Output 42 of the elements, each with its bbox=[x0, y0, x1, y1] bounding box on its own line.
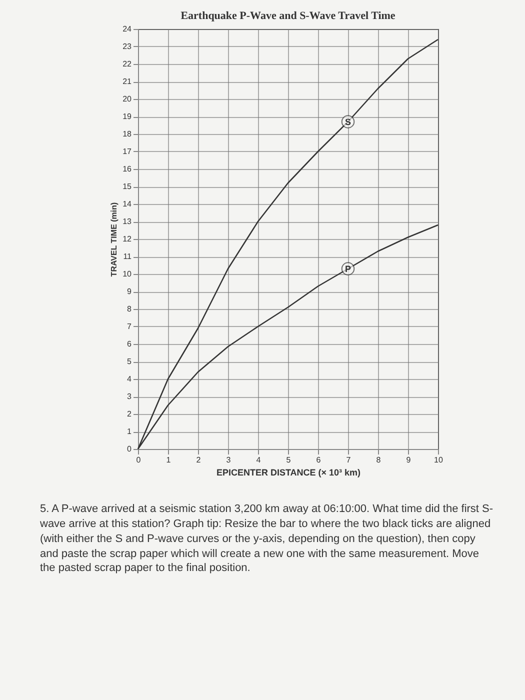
x-tick-label: 1 bbox=[166, 456, 172, 464]
y-tick-label: 21 bbox=[122, 77, 132, 86]
x-tick-label: 7 bbox=[346, 456, 352, 464]
y-axis-title: TRAVEL TIME (min) bbox=[110, 202, 119, 277]
y-tick-label: 13 bbox=[122, 217, 132, 226]
x-tick-label: 3 bbox=[226, 456, 232, 464]
y-tick-label: 3 bbox=[127, 392, 132, 401]
y-tick-label: 11 bbox=[123, 252, 132, 261]
y-tick-label: 16 bbox=[122, 164, 132, 174]
y-tick-label: 0 bbox=[127, 444, 132, 454]
x-tick-label: 0 bbox=[136, 456, 142, 464]
y-tick-label: 5 bbox=[127, 357, 132, 366]
y-tick-label: 10 bbox=[122, 270, 132, 278]
x-tick-label: 2 bbox=[196, 456, 202, 464]
x-tick-label: 4 bbox=[256, 456, 262, 464]
x-tick-label: 5 bbox=[286, 456, 292, 464]
x-axis-title: EPICENTER DISTANCE (× 10³ km) bbox=[216, 468, 361, 478]
y-tick-label: 14 bbox=[122, 200, 132, 208]
series-label: P bbox=[344, 264, 352, 274]
y-tick-label: 1 bbox=[127, 427, 132, 436]
y-tick-label: 9 bbox=[127, 287, 132, 296]
y-tick-label: 24 bbox=[122, 24, 132, 34]
y-tick-label: 22 bbox=[122, 60, 132, 68]
y-tick-label: 7 bbox=[127, 322, 132, 331]
y-tick-label: 23 bbox=[122, 42, 132, 51]
y-tick-label: 8 bbox=[127, 304, 132, 314]
y-tick-label: 4 bbox=[127, 374, 132, 384]
x-tick-label: 8 bbox=[376, 456, 382, 464]
x-tick-label: 10 bbox=[434, 456, 444, 464]
y-tick-label: 6 bbox=[127, 340, 132, 348]
y-tick-label: 20 bbox=[122, 94, 132, 104]
x-tick-label: 9 bbox=[406, 456, 412, 464]
y-tick-label: 17 bbox=[122, 147, 132, 156]
y-tick-label: 19 bbox=[122, 112, 132, 121]
y-tick-label: 2 bbox=[127, 410, 132, 418]
x-tick-label: 6 bbox=[316, 456, 322, 464]
chart-title: Earthquake P-Wave and S-Wave Travel Time bbox=[180, 10, 396, 22]
y-tick-label: 15 bbox=[122, 182, 132, 191]
y-tick-label: 12 bbox=[122, 234, 132, 244]
text: 5. A P-wave arrived at a seismic station 3,200 km away at 06:10:00. What time did the first S-wave arrive at this station? Graph tip: Resize the bar to where the two black ticks are aligned (with either the S and P-wave curves or the y-axis, depending on the question), then copy and paste the scrap paper which will create a new one with the same measurement. Move the pasted scrap paper to the final position. bbox=[40, 502, 494, 576]
y-tick-label: 18 bbox=[122, 130, 132, 138]
series-label: S bbox=[344, 116, 352, 127]
